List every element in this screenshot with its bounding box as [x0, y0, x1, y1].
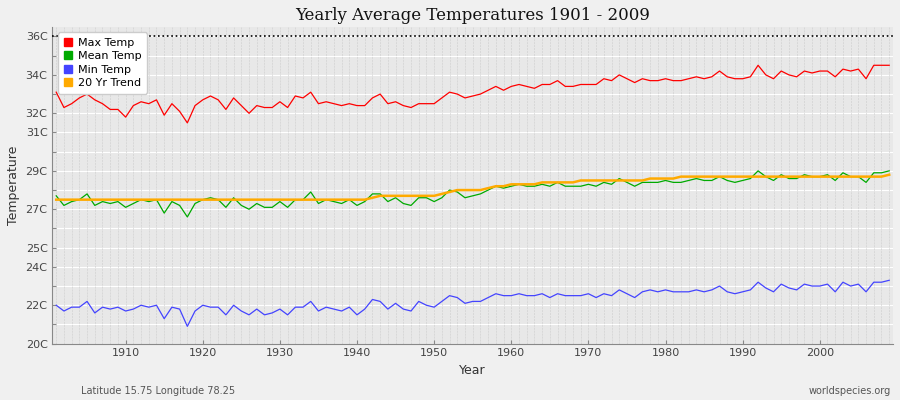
- Text: worldspecies.org: worldspecies.org: [809, 386, 891, 396]
- X-axis label: Year: Year: [459, 364, 486, 377]
- Text: Latitude 15.75 Longitude 78.25: Latitude 15.75 Longitude 78.25: [81, 386, 235, 396]
- Title: Yearly Average Temperatures 1901 - 2009: Yearly Average Temperatures 1901 - 2009: [295, 7, 650, 24]
- Y-axis label: Temperature: Temperature: [7, 146, 20, 225]
- Legend: Max Temp, Mean Temp, Min Temp, 20 Yr Trend: Max Temp, Mean Temp, Min Temp, 20 Yr Tre…: [58, 32, 147, 94]
